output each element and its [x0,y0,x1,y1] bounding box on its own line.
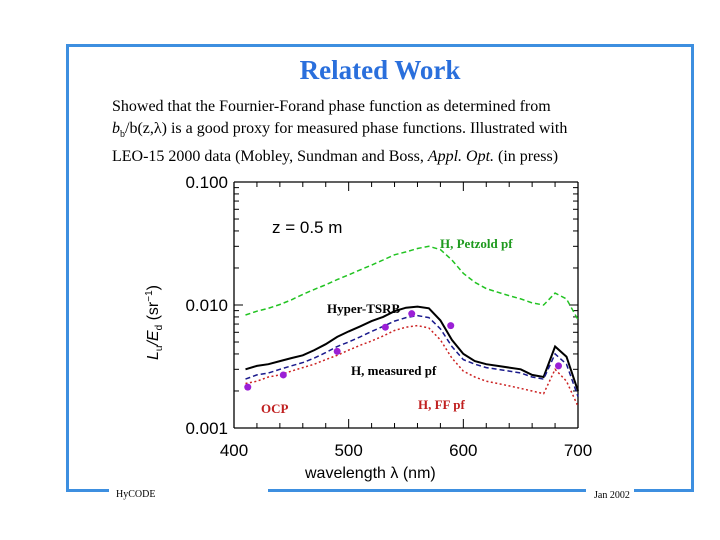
body-line-1: Showed that the Fournier-Forand phase fu… [112,98,551,115]
body-line-3-journal: Appl. Opt. [427,148,495,166]
series-line-hyper-tsrb [245,305,579,392]
frame-left-border [66,44,69,491]
y-tick-label: 0.010 [185,296,228,315]
frame-bottom-border [268,489,586,492]
y-tick-label: 0.001 [185,419,228,438]
chart-series-lines [245,245,579,407]
body-line-2-b: b [112,120,120,137]
x-tick-label: 700 [564,441,592,460]
x-tick-label: 500 [334,441,362,460]
x-tick-label: 400 [220,441,248,460]
body-line-2-sub: b [120,129,125,141]
body-line-2: bb/b(z,λ) is a good proxy for measured p… [112,118,672,146]
annotation-hypertsrb: Hyper-TSRB [327,301,401,316]
chart-inner-label: z = 0.5 m [272,218,342,237]
footer-right-label: Jan 2002 [594,490,630,501]
frame-bottom-border [66,489,109,492]
annotation-measured: H, measured pf [351,363,437,378]
chart-ocp-markers [244,310,563,391]
series-line-h-petzold-pf [245,245,579,321]
frame-top-border [66,44,694,47]
series-line-h-ff-pf [245,324,579,407]
x-tick-label: 600 [449,441,477,460]
ocp-marker [447,322,455,330]
body-line-3: LEO-15 2000 data (Mobley, Sundman and Bo… [112,146,672,168]
annotation-ff: H, FF pf [418,397,465,412]
chart-axes [233,181,579,429]
chart-tick-labels: 400 500 600 700 0.001 0.010 0.100 [185,173,592,460]
annotation-ocp: OCP [261,401,289,416]
ocp-marker [333,347,341,355]
ocp-marker [555,362,563,370]
body-line-2-glyph: λ [153,120,162,137]
ocp-marker [244,383,252,391]
body-line-2-rest: ) is a good proxy for measured phase fun… [161,120,568,137]
ocp-marker [381,323,389,331]
frame-bottom-border [634,489,694,492]
chart-x-axis-label: wavelength λ (nm) [304,465,436,482]
ocp-marker [279,371,287,379]
footer-left-label: HyCODE [116,489,156,500]
body-line-2-ratio: /b(z, [125,120,154,137]
frame-right-border [691,44,694,491]
body-line-3-rest: (in press) [494,148,559,166]
ocp-marker [408,310,416,318]
chart-y-axis-label: Lu/Ed (sr−1) [144,285,165,360]
slide-body-text: Showed that the Fournier-Forand phase fu… [112,96,672,168]
y-tick-label: 0.100 [185,173,228,192]
body-line-3-start: LEO-15 2000 data (Mobley, Sundman and Bo… [112,148,428,166]
annotation-petzold: H, Petzold pf [440,236,513,251]
slide-title: Related Work [299,55,461,85]
